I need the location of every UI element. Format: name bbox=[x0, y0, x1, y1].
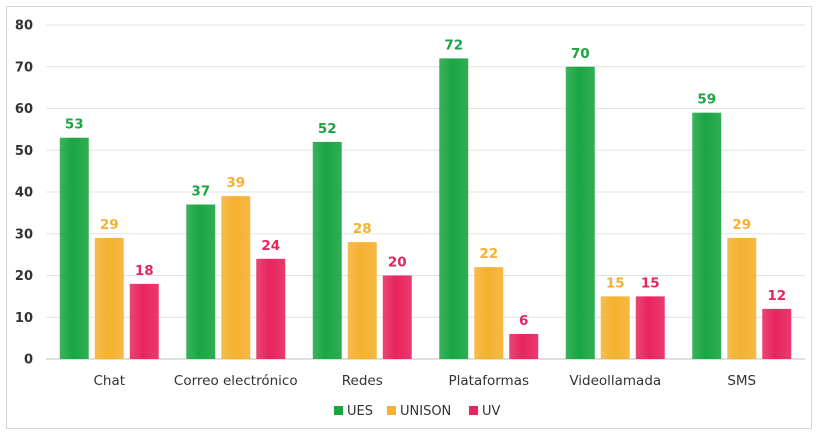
category-label: Plataformas bbox=[448, 373, 529, 389]
bar-unison-5 bbox=[727, 237, 757, 359]
data-label: 22 bbox=[479, 246, 498, 262]
data-label: 20 bbox=[388, 255, 407, 271]
y-tick-label: 10 bbox=[15, 311, 33, 326]
bar-uv-4 bbox=[635, 296, 665, 359]
gridlines bbox=[46, 24, 805, 360]
category-label: Correo electrónico bbox=[174, 373, 298, 389]
legend-swatch-unison bbox=[387, 406, 396, 415]
data-label: 12 bbox=[767, 288, 786, 304]
legend[interactable]: UES UNISON UV bbox=[334, 404, 501, 419]
y-tick-label: 40 bbox=[15, 186, 33, 201]
data-label: 59 bbox=[697, 92, 716, 108]
bar-ues-3 bbox=[439, 58, 469, 360]
bar-unison-3 bbox=[474, 267, 504, 359]
data-label: 6 bbox=[519, 313, 528, 329]
bar-ues-1 bbox=[186, 204, 216, 359]
y-tick-label: 80 bbox=[15, 19, 33, 34]
data-labels: 53 29 18 37 39 24 52 28 20 72 22 6 70 15 15 59 29 12 bbox=[65, 37, 786, 329]
data-label: 72 bbox=[444, 37, 463, 53]
category-label: SMS bbox=[727, 373, 756, 389]
bar-ues-2 bbox=[312, 141, 342, 359]
bars bbox=[59, 58, 792, 360]
category-label: Chat bbox=[93, 373, 125, 389]
bar-unison-2 bbox=[347, 242, 377, 359]
bar-uv-2 bbox=[382, 275, 412, 359]
legend-swatch-ues bbox=[334, 406, 343, 415]
data-label: 70 bbox=[571, 46, 590, 62]
bar-ues-5 bbox=[692, 112, 722, 359]
data-label: 37 bbox=[191, 184, 210, 200]
data-label: 52 bbox=[318, 121, 337, 137]
y-tick-label: 0 bbox=[24, 353, 33, 368]
data-label: 18 bbox=[135, 263, 154, 279]
data-label: 29 bbox=[732, 217, 751, 233]
data-label: 39 bbox=[226, 175, 245, 191]
bar-ues-0 bbox=[59, 137, 89, 359]
y-tick-label: 50 bbox=[15, 144, 33, 159]
y-tick-label: 60 bbox=[15, 102, 33, 117]
y-axis-ticks: 0 10 20 30 40 50 60 70 80 bbox=[15, 19, 33, 368]
category-label: Videollamada bbox=[569, 373, 661, 389]
data-label: 28 bbox=[353, 221, 372, 237]
data-label: 53 bbox=[65, 117, 84, 133]
bar-unison-4 bbox=[600, 296, 630, 359]
bar-uv-3 bbox=[509, 333, 539, 359]
x-axis-categories: Chat Correo electrónico Redes Plataformas Vi… bbox=[93, 373, 756, 389]
bar-ues-4 bbox=[565, 66, 595, 359]
legend-label-ues[interactable]: UES bbox=[347, 404, 373, 419]
category-label: Redes bbox=[342, 373, 383, 389]
y-tick-label: 20 bbox=[15, 269, 33, 284]
y-tick-label: 30 bbox=[15, 227, 33, 242]
bar-uv-1 bbox=[256, 258, 286, 359]
data-label: 29 bbox=[100, 217, 119, 233]
data-label: 15 bbox=[606, 275, 625, 291]
data-label: 24 bbox=[261, 238, 280, 254]
bar-unison-1 bbox=[221, 196, 251, 359]
legend-label-uv[interactable]: UV bbox=[482, 404, 501, 419]
bar-uv-5 bbox=[762, 308, 792, 359]
y-tick-label: 70 bbox=[15, 60, 33, 75]
bar-uv-0 bbox=[129, 283, 159, 359]
legend-label-unison[interactable]: UNISON bbox=[400, 404, 451, 419]
bar-unison-0 bbox=[94, 237, 124, 359]
data-label: 15 bbox=[641, 275, 660, 291]
legend-swatch-uv bbox=[469, 406, 478, 415]
